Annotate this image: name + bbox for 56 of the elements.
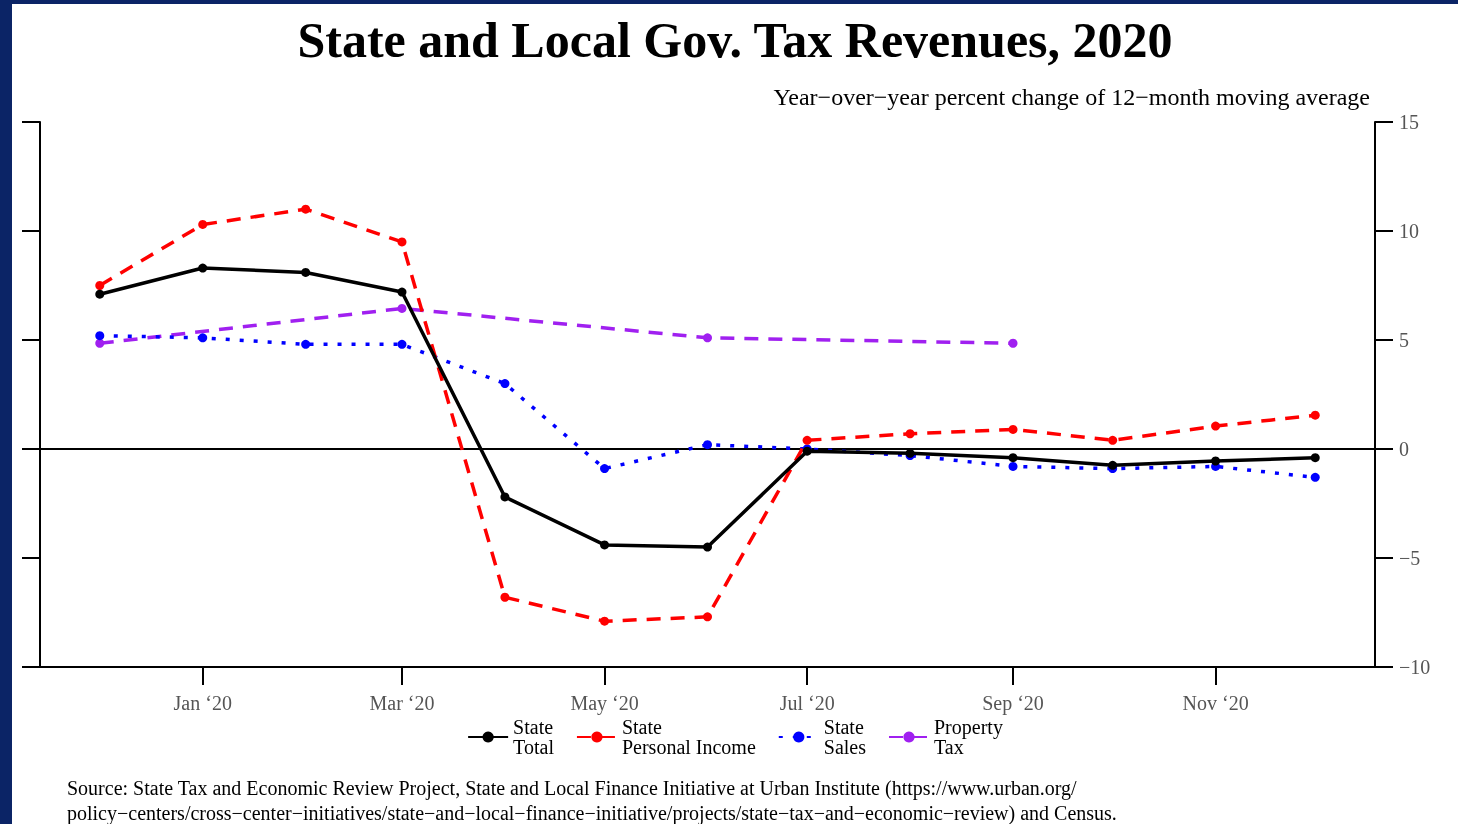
point xyxy=(1008,424,1018,434)
chart-subtitle: Year−over−year percent change of 12−month moving average xyxy=(773,84,1371,110)
x-tick-label: Sep ‘20 xyxy=(982,692,1044,715)
point xyxy=(301,204,311,214)
x-tick-label: Nov ‘20 xyxy=(1182,692,1249,714)
point xyxy=(198,333,208,343)
point xyxy=(301,267,311,277)
y-tick-label: 5 xyxy=(1399,329,1409,351)
point xyxy=(301,339,311,349)
point xyxy=(500,379,510,389)
point xyxy=(703,612,712,622)
point xyxy=(397,237,407,247)
point xyxy=(198,219,208,229)
point xyxy=(802,435,812,445)
point xyxy=(500,592,510,602)
point xyxy=(397,303,407,313)
point xyxy=(397,339,407,349)
point xyxy=(1008,461,1018,471)
x-tick-label: May ‘20 xyxy=(570,692,639,715)
y-tick-label: 10 xyxy=(1399,220,1419,242)
point xyxy=(1008,338,1018,348)
legend-label: Property Tax xyxy=(934,716,1003,758)
point xyxy=(600,464,610,474)
point xyxy=(703,440,712,450)
point xyxy=(1310,453,1320,463)
x-tick-label: Jul ‘20 xyxy=(779,692,835,714)
point xyxy=(1211,456,1221,466)
y-tick-label: −10 xyxy=(1399,656,1431,678)
point xyxy=(1108,460,1118,470)
point xyxy=(198,263,208,273)
point xyxy=(95,331,105,341)
point xyxy=(1108,435,1118,445)
point xyxy=(95,338,105,348)
point xyxy=(500,492,510,502)
legend-label: State Personal Income xyxy=(621,716,756,758)
legend-label: State Sales xyxy=(823,716,867,758)
point xyxy=(95,281,105,290)
y-tick-label: 0 xyxy=(1399,438,1409,460)
point xyxy=(1310,472,1320,482)
legend-label: State Total xyxy=(513,716,555,758)
y-tick-label: 15 xyxy=(1399,111,1419,133)
point xyxy=(600,616,610,626)
point xyxy=(1310,410,1320,420)
point xyxy=(1008,453,1018,463)
x-tick-label: Jan ‘20 xyxy=(173,692,232,714)
y-tick-label: −5 xyxy=(1399,547,1421,569)
x-tick-label: Mar ‘20 xyxy=(369,692,435,714)
point xyxy=(397,287,407,297)
point xyxy=(905,429,915,439)
point xyxy=(600,540,610,550)
point xyxy=(95,289,105,299)
point xyxy=(1211,421,1221,431)
point xyxy=(703,542,712,552)
source-note: Source: State Tax and Economic Review Project, State and Local Finance Initiative at Urban Institute (https://www.urban.org/ policy−centers/cross−center−initiatives/state−and−local−finance−initiative/projects/state−tax−and−economic−review) and Census. xyxy=(67,776,1117,824)
chart-title: State and Local Gov. Tax Revenues, 2020 xyxy=(297,12,1173,68)
point xyxy=(703,333,712,343)
